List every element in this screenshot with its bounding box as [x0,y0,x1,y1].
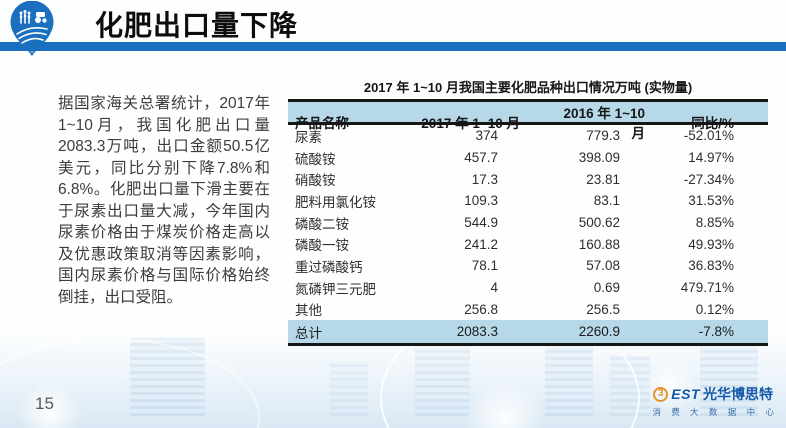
cell-total-2016: 2260.9 [578,324,620,340]
cell-2016: 83.1 [593,193,620,209]
cell-2017: 17.3 [471,171,498,187]
cell-yoy: 14.97% [688,150,734,166]
farm-pin-icon [10,1,54,56]
cell-2016: 779.3 [586,128,620,144]
table-row: 磷酸二铵 544.9 500.62 8.85% [288,212,768,234]
brand-est-text: EST [671,386,701,402]
cell-2017: 4 [490,280,498,296]
cell-yoy: -52.01% [683,128,734,144]
cell-2016: 57.08 [586,258,620,274]
brand-logo-row: 3 EST 光华博思特 [653,384,773,404]
cell-2017: 109.3 [464,193,498,209]
brand-name: 光华博思特 [703,386,774,402]
table-row: 重过磷酸钙 78.1 57.08 36.83% [288,255,768,277]
summary-paragraph: 据国家海关总署统计，2017年1~10月，我国化肥出口量2083.3万吨，出口金… [58,95,270,306]
cell-2016: 256.5 [586,301,620,317]
table-total-row: 总计 2083.3 2260.9 -7.8% [288,320,768,347]
page-title: 化肥出口量下降 [95,10,299,41]
table-row: 硝酸铵 17.3 23.81 -27.34% [288,168,768,190]
cell-product: 硝酸铵 [295,173,336,189]
brand-b-icon: 3 [653,386,669,402]
cell-2016: 160.88 [578,236,620,252]
page-number: 15 [35,394,54,413]
cell-2016: 0.69 [593,280,620,296]
table-row: 其他 256.8 256.5 0.12% [288,299,768,321]
cell-2017: 457.7 [464,150,498,166]
cell-product: 磷酸一铵 [295,238,349,254]
col-header-yoy: 同比/% [691,116,734,131]
decor-glow [640,363,700,408]
col-header-2017: 2017 年 1~10 月 [421,116,520,131]
cell-2017: 241.2 [464,236,498,252]
cell-2017: 78.1 [471,258,498,274]
table-row: 肥料用氯化铵 109.3 83.1 31.53% [288,190,768,212]
cell-2017: 374 [475,128,498,144]
cell-product: 尿素 [295,129,322,145]
table-row: 磷酸一铵 241.2 160.88 49.93% [288,233,768,255]
table-row: 氮磷钾三元肥 4 0.69 479.71% [288,277,768,299]
cell-product: 其他 [295,303,322,319]
cell-product: 氮磷钾三元肥 [295,281,376,297]
table-row: 尿素 374 779.3 -52.01% [288,125,768,147]
cell-product: 重过磷酸钙 [295,259,363,275]
cell-total-label: 总计 [295,325,322,341]
brand-subtitle: 消 费 大 数 据 中 心 [652,407,778,417]
cell-total-yoy: -7.8% [698,324,734,340]
export-table: 2017 年 1~10 月我国主要化肥品种出口情况万吨 (实物量) 产品名称 2… [288,77,768,347]
cell-product: 肥料用氯化铵 [295,194,376,210]
cell-product: 磷酸二铵 [295,216,349,232]
cell-total-2017: 2083.3 [456,324,498,340]
table-row: 硫酸铵 457.7 398.09 14.97% [288,147,768,169]
cell-2016: 398.09 [578,150,620,166]
cell-yoy: 31.53% [688,193,734,209]
table-header-row: 产品名称 2017 年 1~10 月 2016 年 1~10 月 同比/% [288,99,768,141]
header-accent-bar [0,42,786,51]
cell-2017: 544.9 [464,215,498,231]
cell-yoy: 8.85% [695,215,734,231]
cell-yoy: 49.93% [688,236,734,252]
col-header-product: 产品名称 [295,116,349,131]
col-header-2016: 2016 年 1~10 月 [563,106,645,141]
cell-2016: 23.81 [586,171,620,187]
decor-glow [15,383,85,428]
table-title: 2017 年 1~10 月我国主要化肥品种出口情况万吨 (实物量) [363,80,693,95]
cell-yoy: 36.83% [688,258,734,274]
cell-yoy: -27.34% [683,171,734,187]
brand-logo: 3 EST 光华博思特 消 费 大 数 据 中 心 [648,384,778,418]
cell-yoy: 479.71% [680,280,734,296]
city-building [330,361,368,416]
cell-2017: 256.8 [464,301,498,317]
cell-product: 硫酸铵 [295,151,336,167]
cell-yoy: 0.12% [695,301,734,317]
cell-2016: 500.62 [578,215,620,231]
